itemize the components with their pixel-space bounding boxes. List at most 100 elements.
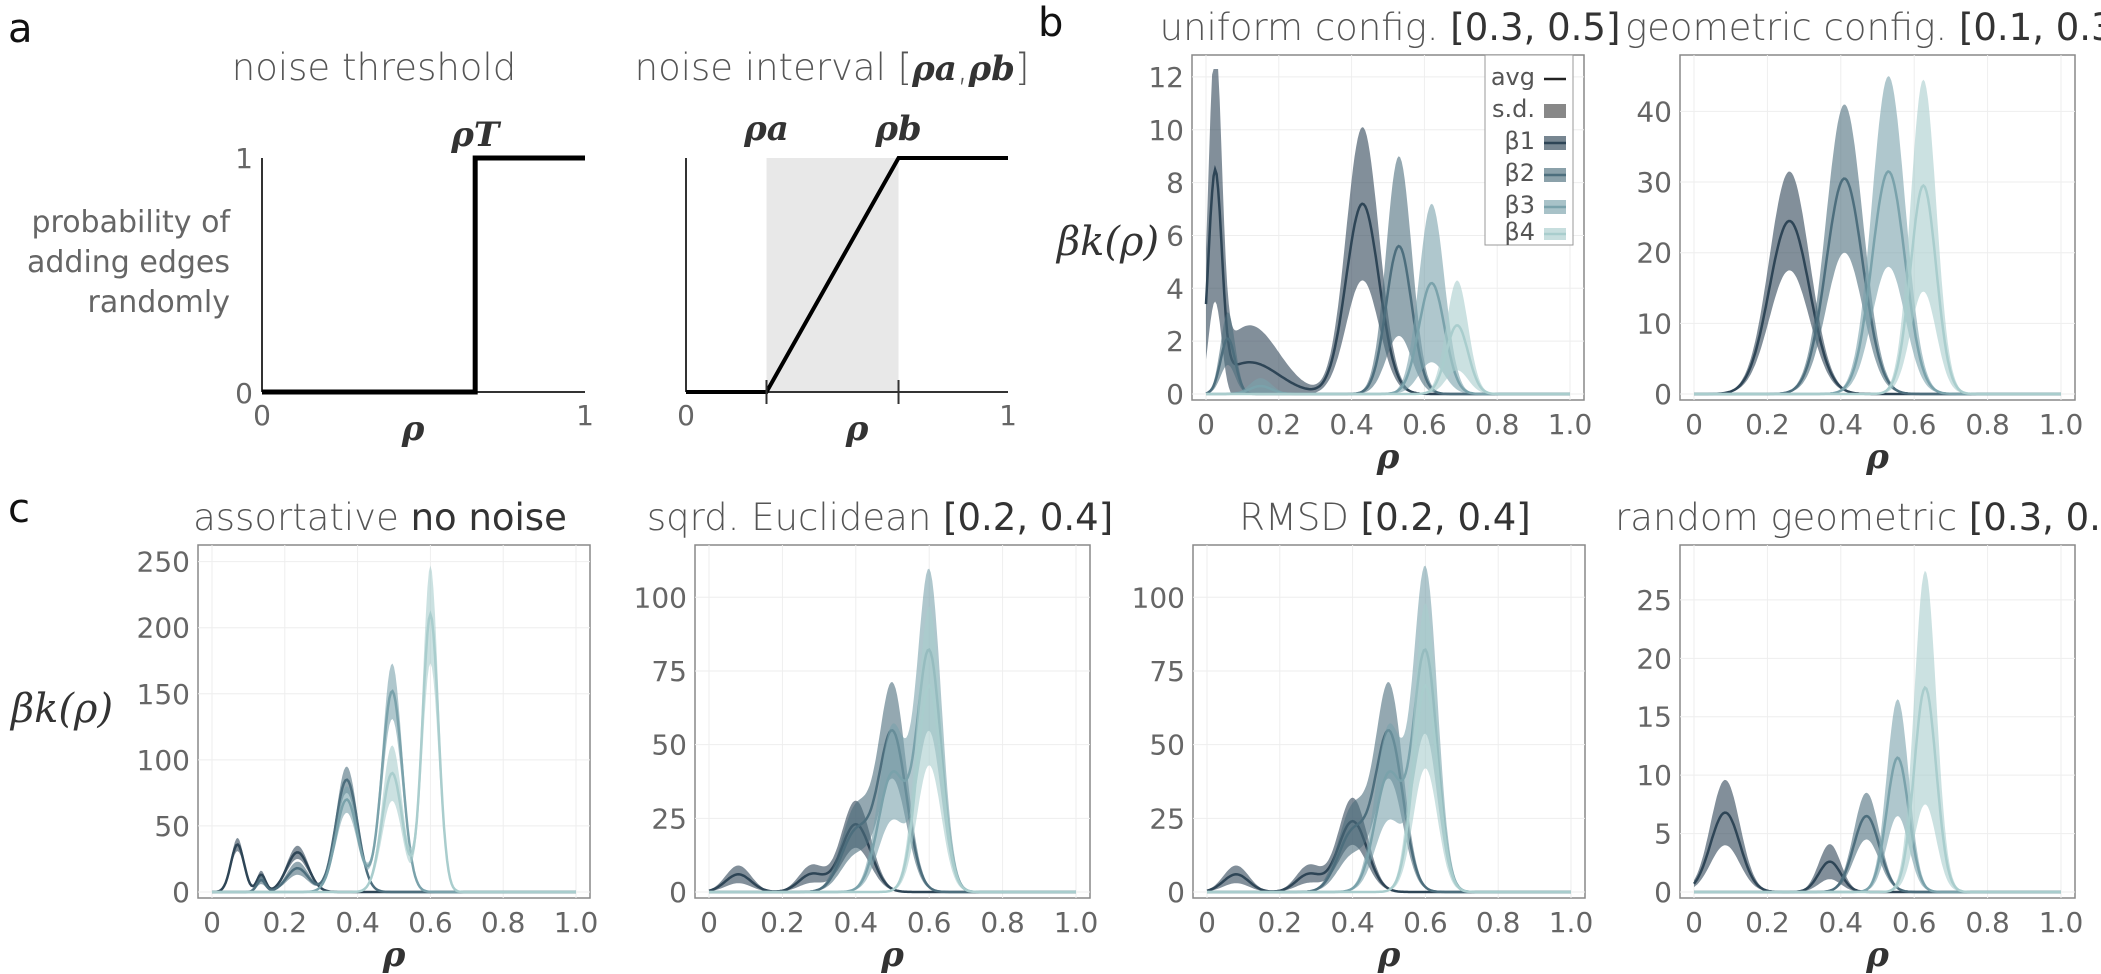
schematic-interval-title-comma: , bbox=[957, 46, 969, 89]
chart-title-assortative: assortative no noise bbox=[193, 496, 567, 539]
avg-line-assortative-b4 bbox=[212, 610, 576, 894]
y-tick-label: 10 bbox=[1636, 307, 1672, 340]
y-tick-label: 200 bbox=[137, 612, 190, 645]
avg-line-geometric-b4 bbox=[1694, 183, 2061, 396]
y-tick-label: 0 bbox=[1166, 378, 1184, 411]
panel-letter-c: c bbox=[8, 486, 30, 532]
schematic-threshold-title: noise threshold bbox=[232, 46, 516, 89]
chart-title-text: RMSD bbox=[1239, 496, 1360, 539]
x-tick-label: 0.6 bbox=[1402, 408, 1447, 441]
schematic-threshold: noise threshold probability of adding ed… bbox=[27, 46, 594, 449]
y-tick-label: 100 bbox=[137, 744, 190, 777]
chart-title-uniform: uniform config. [0.3, 0.5] bbox=[1160, 6, 1621, 49]
x-tick-label: 0.8 bbox=[1965, 408, 2010, 441]
legend-sd-label: s.d. bbox=[1492, 95, 1535, 123]
chart-noise-label: no noise bbox=[411, 496, 567, 539]
y-tick-label: 2 bbox=[1166, 325, 1184, 358]
legend-avg-label: avg bbox=[1491, 63, 1535, 91]
schematic-interval-label-b: ρb bbox=[874, 109, 921, 149]
sd-band-geometric-b1 bbox=[1694, 171, 2061, 394]
x-tick-label: 0.6 bbox=[1892, 906, 1937, 939]
y-tick-label: 50 bbox=[651, 729, 687, 762]
x-tick-label: 0.2 bbox=[760, 906, 805, 939]
chart-title-text: random geometric bbox=[1615, 496, 1969, 539]
y-tick-label: 0 bbox=[1167, 876, 1185, 909]
y-tick-label: 4 bbox=[1166, 272, 1184, 305]
y-tick-label: 12 bbox=[1148, 61, 1184, 94]
y-tick-label: 0 bbox=[1654, 378, 1672, 411]
chart-title-text: assortative bbox=[193, 496, 410, 539]
y-tick-label: 75 bbox=[651, 655, 687, 688]
y-tick-label: 20 bbox=[1636, 642, 1672, 675]
chart-noise-label: [0.2, 0.4] bbox=[943, 496, 1113, 539]
x-axis-label: ρ bbox=[1377, 935, 1401, 974]
x-tick-label: 0.2 bbox=[263, 906, 308, 939]
x-tick-label: 1.0 bbox=[1548, 408, 1593, 441]
avg-line-sqrd-euclidean-b4 bbox=[709, 683, 1076, 894]
x-tick-label: 0.8 bbox=[1476, 906, 1521, 939]
legend-b4-label: β4 bbox=[1504, 218, 1535, 246]
x-axis-label: ρ bbox=[1376, 437, 1400, 477]
chart-noise-label: [0.2, 0.4] bbox=[1361, 496, 1531, 539]
schematic-interval-title: noise interval [ρa,ρb] bbox=[635, 46, 1030, 89]
chart-sqrd-euclidean: 0 0.2 0.4 0.6 0.8 1.0 0 25 50 75 100 ρ sqrd. Euclide… bbox=[634, 496, 1114, 974]
schematic-interval: noise interval [ρa,ρb] ρa ρb 0 1 ρ bbox=[635, 46, 1030, 449]
y-tick-label: 5 bbox=[1654, 818, 1672, 851]
x-tick-label: 0.2 bbox=[1745, 906, 1790, 939]
x-tick-label: 0.8 bbox=[1965, 906, 2010, 939]
sd-band-assortative-b1 bbox=[212, 837, 576, 892]
schematic-ylabel-line1: probability of bbox=[31, 205, 231, 240]
x-tick-label: 0.2 bbox=[1745, 408, 1790, 441]
sd-band-uniform-b2 bbox=[1206, 156, 1570, 394]
panel-letter-b: b bbox=[1038, 0, 1063, 46]
y-tick-label: 25 bbox=[1636, 584, 1672, 617]
schematic-interval-xtick-1: 1 bbox=[999, 399, 1017, 432]
x-axis-label: ρ bbox=[880, 935, 904, 974]
panel-letter-a: a bbox=[8, 6, 33, 52]
schematic-ylabel-line3: randomly bbox=[88, 285, 230, 320]
x-tick-label: 0 bbox=[203, 906, 221, 939]
sd-band-assortative-b3 bbox=[212, 663, 576, 892]
chart-title-geometric: geometric config. [0.1, 0.3] bbox=[1625, 6, 2101, 49]
y-tick-label: 75 bbox=[1149, 655, 1185, 688]
schematic-interval-label-a: ρa bbox=[743, 109, 789, 149]
chart-frame-rmsd bbox=[1192, 544, 1586, 899]
sd-band-random-geometric-b1 bbox=[1694, 779, 2061, 892]
x-tick-label: 0.4 bbox=[1819, 408, 1864, 441]
x-axis-label: ρ bbox=[382, 935, 406, 974]
chart-noise-label: [0.1, 0.3] bbox=[1959, 6, 2101, 49]
avg-line-uniform-b4 bbox=[1206, 324, 1570, 396]
x-tick-label: 0.8 bbox=[980, 906, 1025, 939]
chart-geometric: 0 0.2 0.4 0.6 0.8 1.0 0 10 20 30 40 ρ geometric conf… bbox=[1625, 6, 2101, 477]
schematic-threshold-ytick-0: 0 bbox=[235, 377, 253, 410]
chart-title-text: sqrd. Euclidean bbox=[647, 496, 943, 539]
x-tick-label: 1.0 bbox=[1054, 906, 1099, 939]
sd-band-sqrd-euclidean-b1 bbox=[709, 800, 1076, 892]
y-tick-label: 250 bbox=[137, 546, 190, 579]
x-tick-label: 0 bbox=[1685, 408, 1703, 441]
ylabel-b: βk(ρ) bbox=[1055, 219, 1159, 265]
x-tick-label: 0.8 bbox=[1475, 408, 1520, 441]
y-tick-label: 6 bbox=[1166, 219, 1184, 252]
x-tick-label: 0.4 bbox=[335, 906, 380, 939]
schematic-interval-xlabel: ρ bbox=[845, 409, 869, 449]
y-tick-label: 0 bbox=[172, 876, 190, 909]
sd-band-rmsd-b1 bbox=[1207, 797, 1571, 892]
x-axis-label: ρ bbox=[1865, 935, 1889, 974]
chart-rmsd: 0 0.2 0.4 0.6 0.8 1.0 0 25 50 75 100 ρ RMSD [0.2, 0.… bbox=[1132, 496, 1594, 974]
chart-noise-label: [0.3, 0.5] bbox=[1450, 6, 1620, 49]
y-tick-label: 25 bbox=[1149, 802, 1185, 835]
ylabel-c: βk(ρ) bbox=[9, 686, 113, 732]
y-tick-label: 50 bbox=[154, 810, 190, 843]
avg-line-random-geometric-b4 bbox=[1694, 685, 2061, 894]
y-tick-label: 100 bbox=[634, 581, 687, 614]
chart-title-text: uniform config. bbox=[1160, 6, 1451, 49]
x-tick-label: 0.4 bbox=[834, 906, 879, 939]
legend: avg s.d. β1 β2 β3 β4 bbox=[1484, 54, 1574, 246]
legend-b1-label: β1 bbox=[1504, 127, 1535, 155]
schematic-interval-xtick-0: 0 bbox=[677, 399, 695, 432]
x-tick-label: 0.6 bbox=[1403, 906, 1448, 939]
x-tick-label: 1.0 bbox=[2039, 408, 2084, 441]
schematic-interval-title-main: noise interval [ bbox=[635, 46, 912, 89]
y-tick-label: 0 bbox=[1654, 876, 1672, 909]
